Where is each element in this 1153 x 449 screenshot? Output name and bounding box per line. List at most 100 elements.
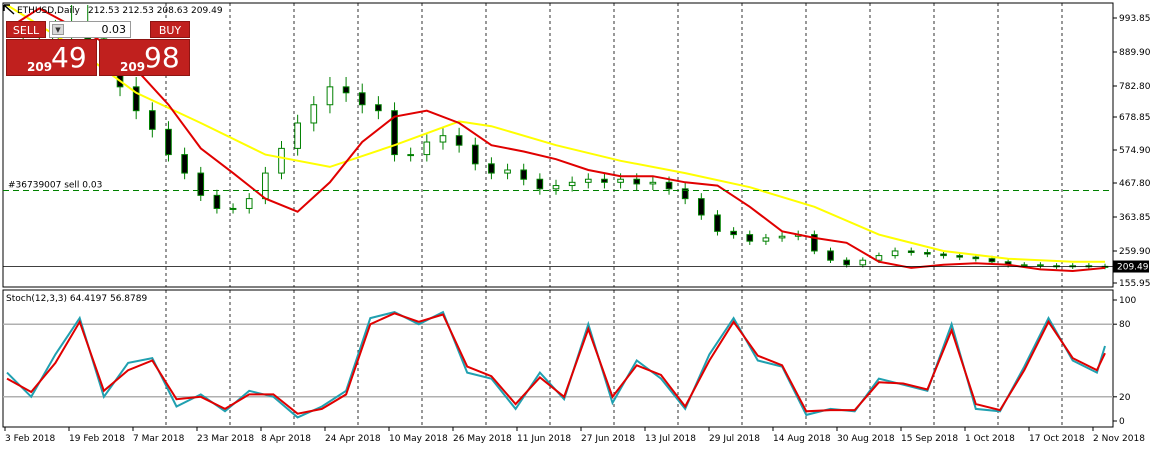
time-tick-label: 15 Sep 2018: [901, 434, 958, 444]
chart-arrow-icon: [3, 4, 15, 15]
candle-body: [132, 86, 140, 112]
time-tick-label: 27 Jun 2018: [581, 434, 635, 444]
ohlc-label: 212.53 212.53 208.63 209.49: [88, 6, 223, 16]
candle-body: [601, 178, 608, 183]
time-tick-label: 1 Oct 2018: [965, 434, 1015, 444]
stoch-main-line: [6, 310, 1106, 419]
candle-body: [730, 230, 737, 236]
time-tick-label: 11 Jun 2018: [517, 434, 571, 444]
candle-body: [811, 234, 818, 252]
buy-price-box[interactable]: 209 98: [99, 39, 190, 76]
time-tick-label: 10 May 2018: [389, 434, 448, 444]
candle-body: [229, 207, 237, 210]
one-click-trading-panel: SELL ▼ BUY 209 49 209 98: [6, 21, 190, 76]
current-price-label: 209.49: [1117, 263, 1149, 273]
price-tick-label: 155.95: [1119, 279, 1151, 289]
candle-body: [520, 169, 528, 180]
candle-body: [697, 198, 705, 216]
sell-price-big: 49: [51, 41, 87, 74]
candle-body: [552, 185, 560, 190]
candle-body: [924, 252, 931, 255]
candle-body: [278, 147, 285, 174]
time-tick-label: 7 Mar 2018: [133, 434, 185, 444]
stoch-signal-line: [6, 312, 1106, 415]
price-tick-label: 363.85: [1119, 213, 1151, 223]
stoch-tick-label: 0: [1119, 417, 1125, 427]
sell-button[interactable]: SELL: [6, 21, 46, 38]
candle-body: [148, 110, 156, 130]
candle-body: [471, 144, 479, 165]
candle-body: [778, 235, 786, 239]
candle-body: [956, 255, 964, 258]
candle-body: [326, 86, 334, 106]
time-axis: 3 Feb 2018 19 Feb 2018 7 Mar 2018 23 Mar 20…: [4, 427, 1145, 444]
price-tick-label: 259.90: [1119, 247, 1151, 257]
candle-body: [714, 214, 721, 232]
candle-body: [665, 181, 673, 190]
ma-slow-line: [6, 4, 1105, 263]
candle-body: [197, 172, 205, 196]
candle-body: [940, 253, 947, 257]
time-tick-label: 17 Oct 2018: [1029, 434, 1085, 444]
lot-down-arrow-icon[interactable]: ▼: [52, 24, 64, 35]
price-tick-label: 678.85: [1119, 113, 1151, 123]
candle-body: [375, 104, 382, 112]
price-tick-label: 574.90: [1119, 146, 1151, 156]
candle-body: [859, 259, 867, 266]
stoch-tick-label: 100: [1119, 296, 1136, 306]
time-tick-label: 13 Jul 2018: [645, 434, 696, 444]
candle-body: [358, 92, 366, 106]
candle-body: [213, 194, 221, 209]
candle-body: [746, 234, 754, 242]
lot-size-field: ▼: [49, 21, 131, 38]
symbol-label: ETHUSD,Daily: [17, 6, 80, 16]
price-frame: [2, 2, 1114, 288]
candle-body: [294, 122, 301, 149]
candle-body: [827, 250, 834, 261]
candle-body: [843, 259, 850, 266]
candle-body: [681, 188, 689, 200]
candle-body: [262, 172, 269, 200]
candle-body: [875, 255, 883, 261]
chart-header: ETHUSD,Daily 212.53 212.53 208.63 209.49: [3, 4, 223, 16]
time-tick-label: 2 Nov 2018: [1093, 434, 1145, 444]
candle-body: [181, 154, 188, 174]
lot-size-input[interactable]: [68, 23, 126, 36]
candle-body: [488, 163, 495, 174]
price-tick-label: 889.90: [1119, 48, 1151, 58]
candle-body: [1020, 264, 1028, 267]
price-tick-label: 782.80: [1119, 82, 1151, 92]
candle-body: [245, 198, 253, 209]
stoch-tick-label: 80: [1119, 320, 1131, 330]
candle-body: [310, 104, 318, 124]
candle-body: [972, 256, 980, 260]
candle-body: [649, 181, 657, 185]
stoch-frame: [2, 289, 1114, 428]
stoch-tick-label: 20: [1119, 393, 1131, 403]
candle-body: [391, 110, 398, 156]
candle-body: [407, 154, 415, 157]
price-tick-label: 993.85: [1119, 14, 1151, 24]
candle-body: [617, 178, 624, 183]
price-axis: 993.85 889.90 782.80 678.85 574.90 467.80 363.…: [1113, 14, 1151, 289]
candle-body: [1037, 264, 1044, 267]
vertical-grid: [165, 3, 1063, 427]
candle-body: [891, 250, 899, 257]
time-tick-label: 14 Aug 2018: [773, 434, 831, 444]
stoch-axis: 100 80 20 0: [1113, 296, 1136, 427]
price-tick-label: 467.80: [1119, 179, 1151, 189]
time-tick-label: 24 Apr 2018: [325, 434, 381, 444]
buy-button[interactable]: BUY: [150, 21, 190, 38]
time-tick-label: 23 Mar 2018: [197, 434, 254, 444]
candle-body: [584, 178, 592, 183]
order-line-label: #36739007 sell 0.03: [8, 180, 102, 190]
current-price-box: 209.49: [1113, 260, 1149, 273]
time-tick-label: 3 Feb 2018: [5, 434, 56, 444]
candle-body: [762, 237, 770, 242]
buy-price-big: 98: [144, 41, 180, 74]
sell-price-box[interactable]: 209 49: [6, 39, 97, 76]
time-tick-label: 26 May 2018: [453, 434, 512, 444]
candle-body: [423, 141, 431, 156]
candle-body: [342, 86, 350, 94]
